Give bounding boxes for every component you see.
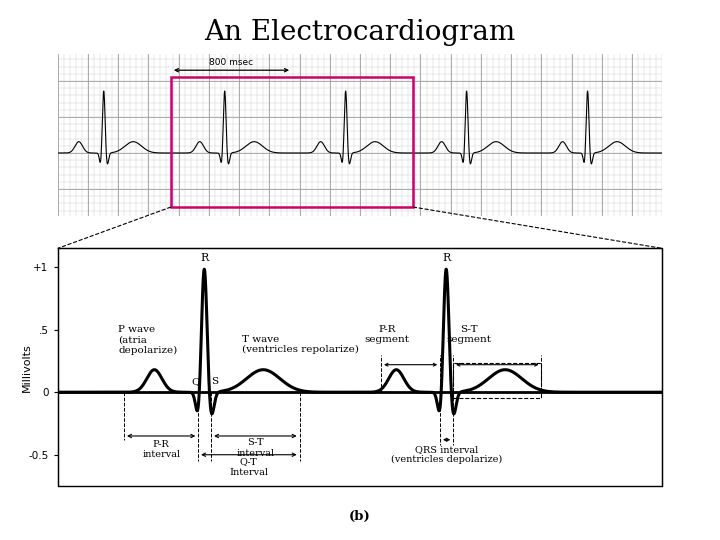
Text: 800 msec: 800 msec	[210, 58, 253, 66]
Bar	[58, 248, 662, 486]
Text: An Electrocardiogram: An Electrocardiogram	[204, 19, 516, 46]
Text: P wave
(atria
depolarize): P wave (atria depolarize)	[118, 325, 177, 355]
Y-axis label: Millivolts: Millivolts	[22, 343, 32, 391]
Text: S-T
segment: S-T segment	[446, 325, 491, 345]
Text: R: R	[442, 253, 450, 264]
Text: R: R	[200, 253, 208, 264]
Bar	[171, 77, 413, 207]
Text: S-T
interval: S-T interval	[236, 438, 274, 458]
Text: S: S	[211, 377, 218, 386]
Bar	[453, 363, 541, 399]
Text: QRS interval
(ventricles depolarize): QRS interval (ventricles depolarize)	[391, 445, 503, 464]
Text: (b): (b)	[349, 510, 371, 523]
Text: Q: Q	[191, 377, 199, 386]
Text: T wave
(ventricles repolarize): T wave (ventricles repolarize)	[242, 335, 359, 354]
Text: Q-T
Interval: Q-T Interval	[230, 457, 269, 477]
Text: P-R
segment: P-R segment	[365, 325, 410, 345]
Text: P-R
interval: P-R interval	[142, 440, 180, 459]
